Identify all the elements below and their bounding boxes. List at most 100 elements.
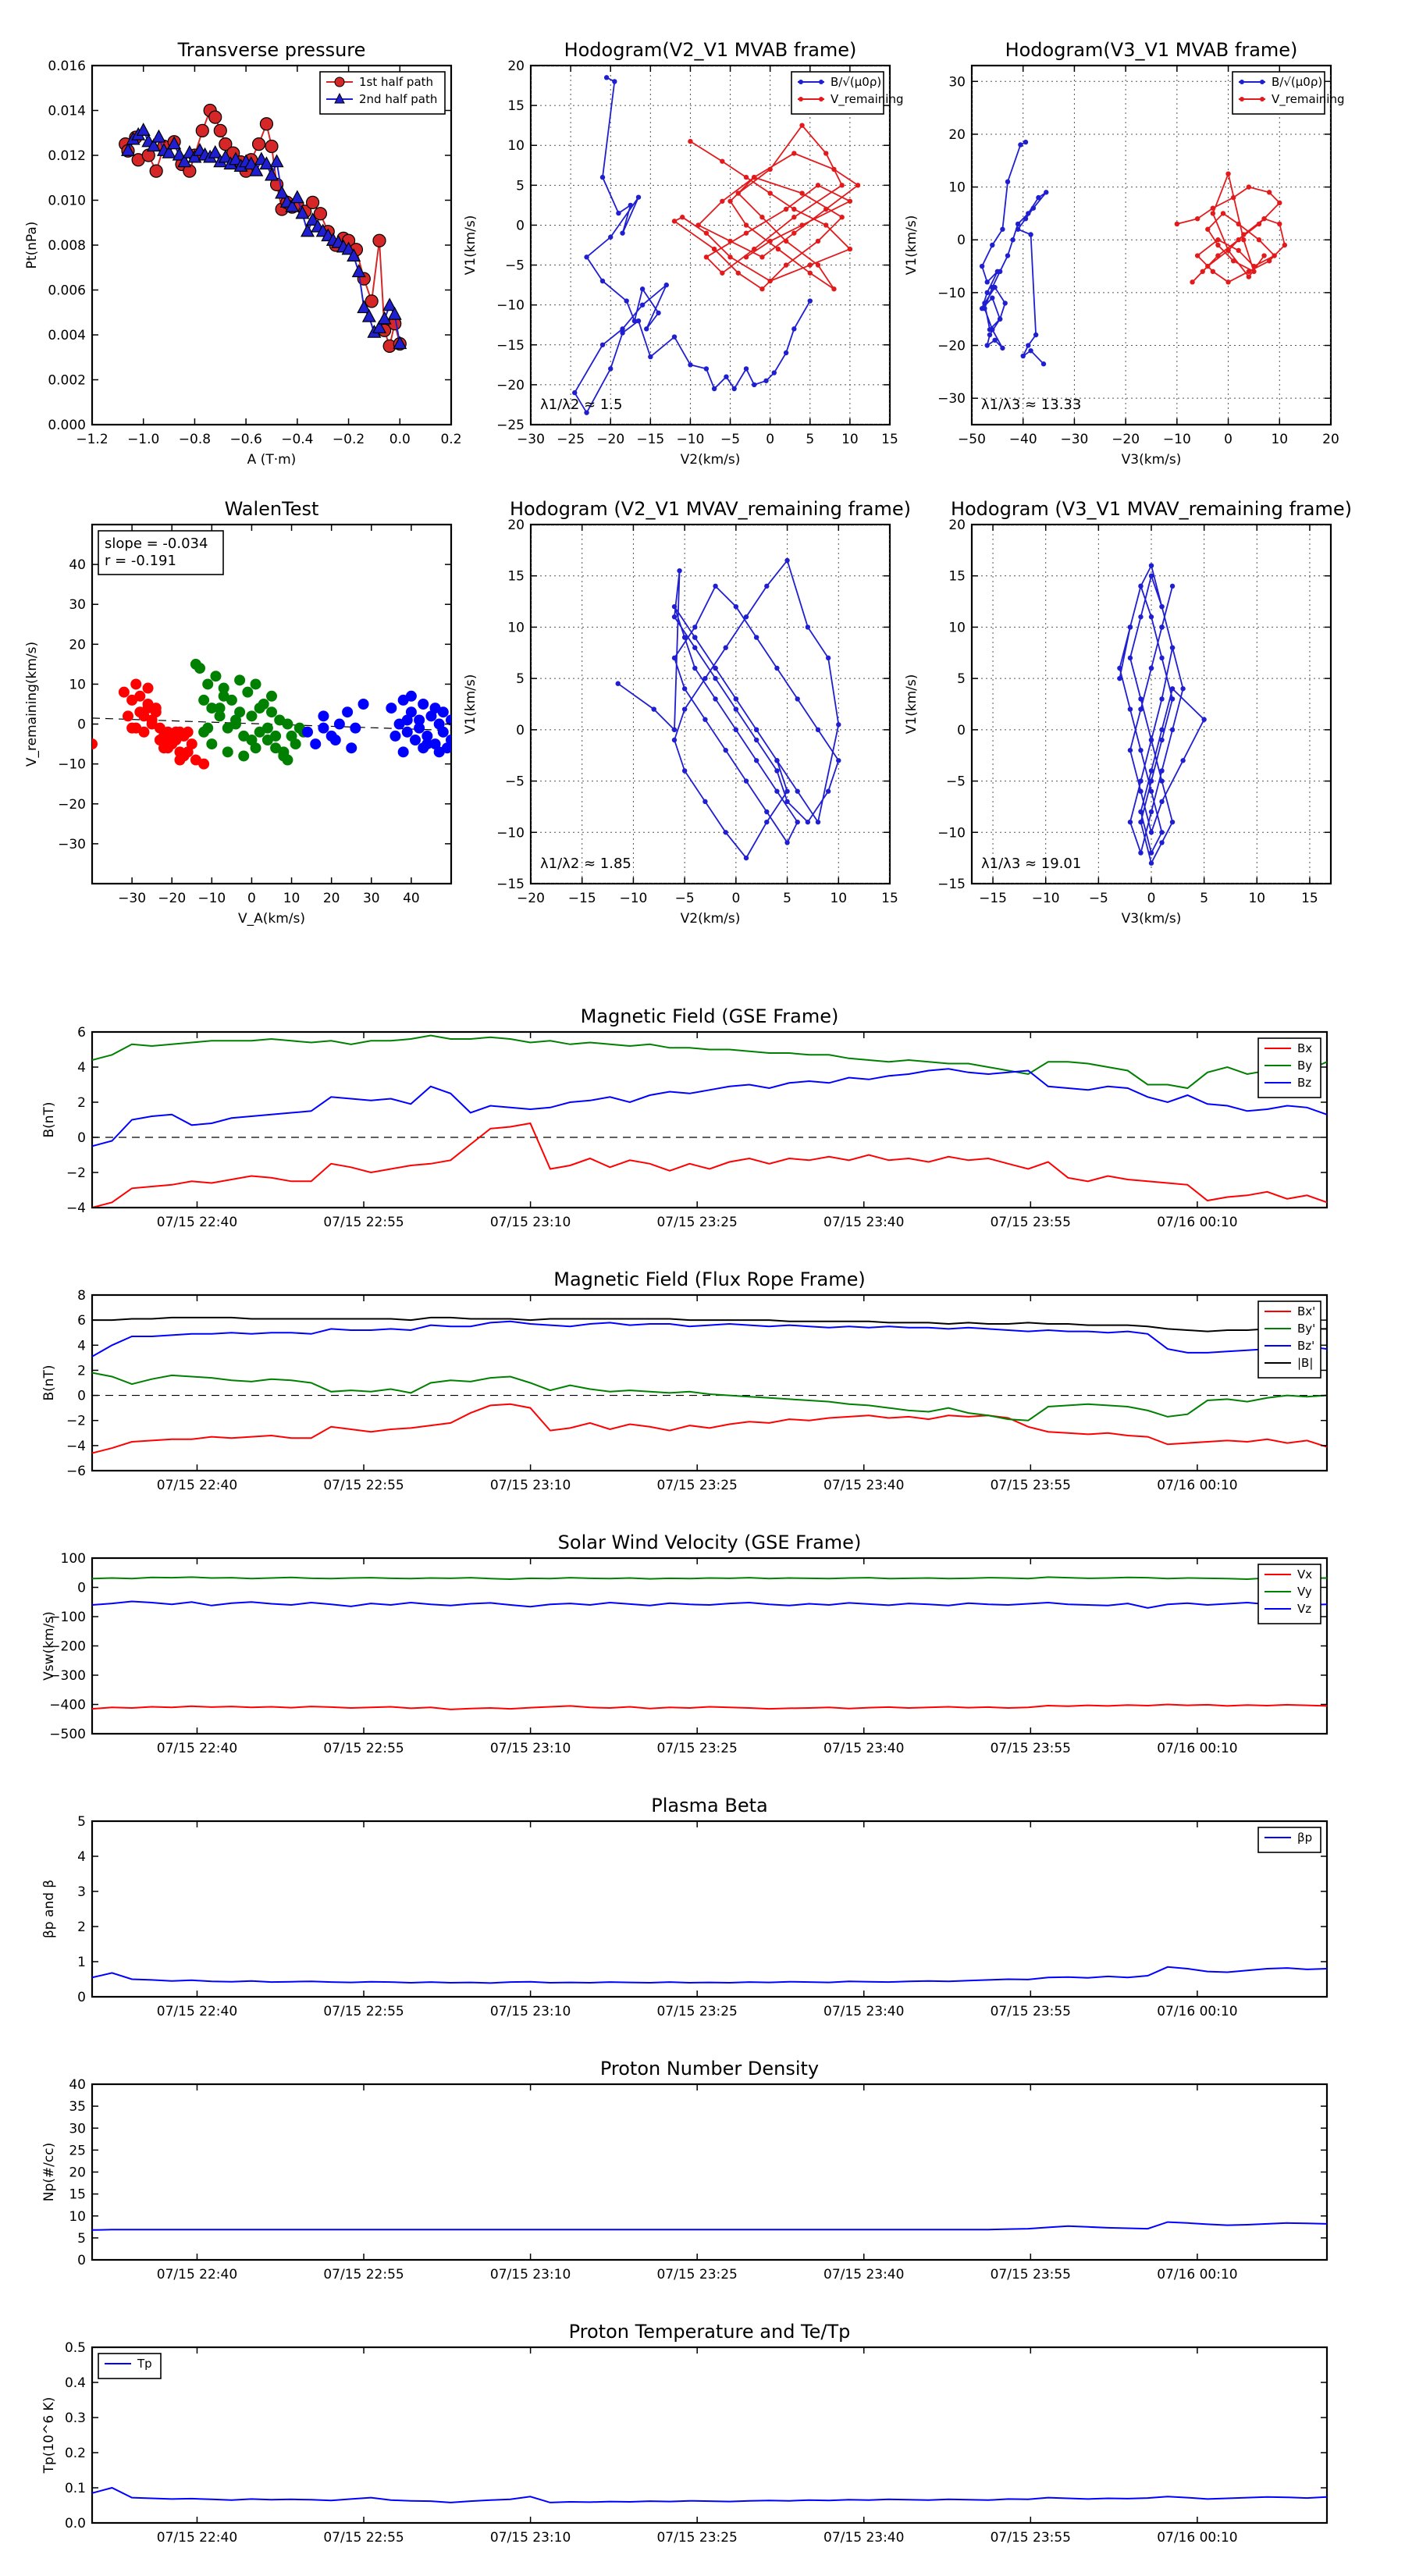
series-line (92, 2486, 1327, 2503)
x-tick-label: −5 (720, 432, 740, 447)
data-point (815, 262, 821, 268)
data-point (807, 262, 813, 268)
data-point (671, 727, 678, 733)
x-tick-label: 07/15 23:25 (656, 1215, 737, 1230)
data-point (194, 663, 205, 674)
plot-marks (92, 2221, 1327, 2231)
data-point (815, 238, 821, 244)
data-point (123, 710, 133, 722)
data-point (238, 750, 250, 762)
data-point (720, 270, 725, 276)
data-point (1230, 258, 1236, 264)
series-line (92, 1600, 1327, 1609)
data-point (418, 742, 429, 754)
x-tick-label: 5 (806, 432, 814, 447)
data-point (1023, 139, 1029, 145)
data-point (795, 819, 800, 825)
series-Bz' (92, 1320, 1327, 1357)
chart-beta: 07/15 22:40 07/15 22:55 07/15 23:10 07/15 2… (41, 1795, 1329, 2019)
data-point (1230, 194, 1236, 201)
data-point (1148, 860, 1154, 866)
data-point (987, 332, 993, 338)
series-V_remaining (1117, 563, 1207, 866)
data-point (767, 278, 773, 284)
x-tick-label: 10 (283, 891, 301, 906)
data-point (608, 366, 614, 372)
data-point (663, 282, 669, 288)
y-tick-label: 10 (948, 180, 966, 196)
data-point (1018, 142, 1023, 148)
data-point (1000, 345, 1005, 351)
data-point (984, 279, 990, 285)
data-point (118, 686, 130, 698)
data-point (1180, 758, 1186, 763)
legend-label: Vx (1297, 1567, 1312, 1582)
data-point (259, 156, 274, 170)
data-point (855, 183, 861, 188)
data-point (771, 370, 777, 375)
y-tick-label: 20 (69, 637, 86, 653)
data-point (265, 167, 279, 181)
x-tick-label: 07/15 22:40 (157, 2267, 237, 2282)
data-point (414, 722, 425, 734)
data-point (121, 142, 135, 156)
annotation-text: r = -0.191 (105, 553, 176, 569)
x-tick-label: −20 (1112, 432, 1140, 447)
series-line (92, 1320, 1327, 1357)
legend-label: Vz (1297, 1602, 1311, 1616)
data-point (774, 758, 780, 763)
series-Bx' (92, 1403, 1327, 1454)
data-point (990, 327, 995, 333)
data-point (1174, 221, 1180, 227)
x-tick-label: −15 (979, 891, 1007, 906)
data-point (713, 665, 718, 671)
data-point (265, 139, 279, 154)
x-tick-label: 15 (881, 891, 898, 906)
data-point (250, 678, 261, 690)
x-tick-label: 07/15 22:40 (157, 2530, 237, 2546)
x-axis-label: V3(km/s) (1122, 911, 1182, 927)
x-axis-label: V3(km/s) (1122, 452, 1182, 468)
x-tick-label: −0.8 (179, 432, 211, 447)
data-point (603, 75, 610, 80)
data-point (984, 290, 990, 296)
data-point (401, 714, 413, 726)
data-point (774, 768, 780, 774)
x-tick-label: 0.2 (440, 432, 461, 447)
data-point (1005, 253, 1011, 258)
y-axis-label: V1(km/s) (904, 674, 919, 735)
data-point (1277, 221, 1282, 227)
plot-area (91, 1557, 1329, 1735)
data-point (831, 286, 837, 292)
chart-title: Hodogram(V3_V1 MVAB frame) (1005, 39, 1298, 61)
y-tick-label: −20 (496, 378, 525, 393)
legend-label: V_remaining (1272, 92, 1345, 107)
data-point (1036, 194, 1041, 201)
x-tick-label: 07/15 22:55 (323, 2530, 404, 2546)
chart-tp: 07/15 22:40 07/15 22:55 07/15 23:10 07/15 2… (41, 2321, 1329, 2546)
y-axis-label: V1(km/s) (463, 674, 478, 735)
data-point (752, 382, 757, 388)
x-tick-label: −20 (517, 891, 545, 906)
data-point (158, 735, 169, 745)
data-point (213, 123, 227, 137)
data-point (831, 166, 837, 173)
series-Vx (92, 1703, 1327, 1710)
data-point (433, 746, 445, 758)
data-point (1256, 237, 1262, 243)
data-point (753, 758, 759, 763)
x-tick-label: −0.2 (333, 432, 365, 447)
data-point (1256, 221, 1262, 227)
y-tick-label: 0 (957, 723, 966, 738)
series-line (981, 141, 1047, 365)
data-point (703, 254, 710, 260)
data-point (608, 234, 614, 240)
y-axis-label: Tp(10^6 K) (41, 2397, 57, 2475)
data-point (775, 246, 781, 252)
y-tick-label: −10 (937, 825, 966, 841)
data-point (839, 183, 845, 188)
x-tick-label: 15 (881, 432, 898, 447)
x-tick-label: −10 (1163, 432, 1191, 447)
x-axis-label: V_A(km/s) (238, 911, 305, 927)
